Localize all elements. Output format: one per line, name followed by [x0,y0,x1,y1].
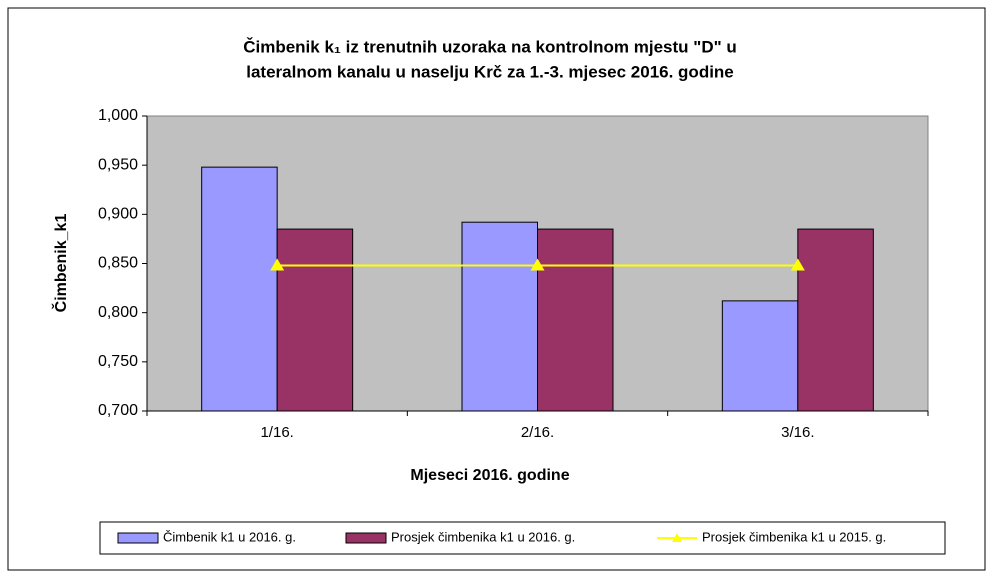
y-axis-label: Čimbenik_k1 [51,214,70,313]
x-tick-label: 3/16. [781,424,814,441]
bar [201,166,278,412]
x-axis-label: Mjeseci 2016. godine [410,467,569,484]
y-tick-label: 0,700 [98,402,138,419]
y-tick-label: 0,750 [98,353,138,370]
bar [721,300,799,412]
line-marker [270,258,285,271]
line-marker [530,258,545,271]
chart-title: Čimbenik k₁ iz trenutnih uzoraka na kont… [243,37,737,56]
y-tick-label: 0,950 [98,156,138,173]
y-tick-label: 1,000 [98,107,138,124]
y-tick-label: 0,850 [98,255,138,272]
bar [276,228,354,412]
legend-marker [672,533,682,542]
legend-swatch [345,532,387,544]
bar [797,228,874,412]
legend-swatch [117,532,159,544]
chart-title: lateralnom kanalu u naselju Krč za 1.-3.… [246,62,734,81]
y-tick-label: 0,900 [98,206,138,223]
x-tick-label: 2/16. [521,424,554,441]
legend-label: Prosjek čimbenika k1 u 2015. g. [702,529,886,544]
y-tick-label: 0,800 [98,304,138,321]
bar [537,228,614,412]
x-tick-label: 1/16. [260,424,293,441]
legend-box [99,521,946,555]
line-marker [790,258,805,271]
legend-label: Čimbenik k1 u 2016. g. [163,529,296,544]
bar [461,221,538,412]
legend-label: Prosjek čimbenika k1 u 2016. g. [391,529,575,544]
